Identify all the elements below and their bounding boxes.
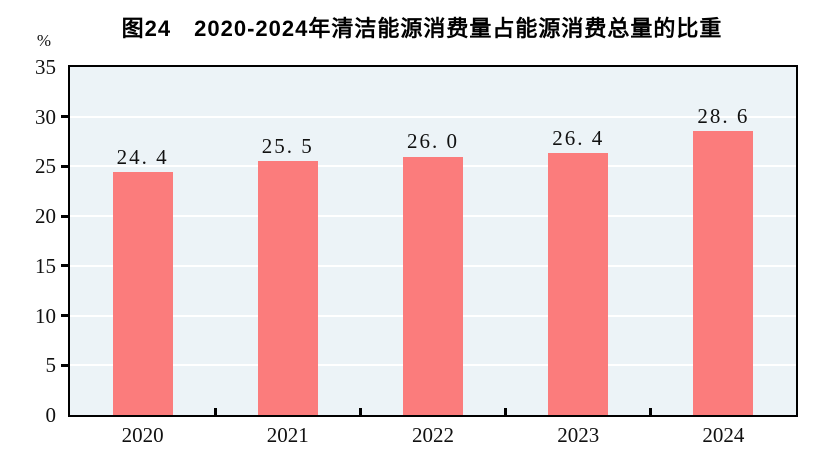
- bar-value-label: 26. 0: [407, 129, 459, 154]
- y-axis-tick-label: 35: [35, 55, 56, 79]
- y-tick: [61, 264, 68, 268]
- y-axis-tick-label: 5: [45, 353, 57, 378]
- y-tick: [61, 164, 68, 168]
- y-axis-tick-label: 30: [35, 104, 56, 129]
- y-axis-tick-label: 10: [35, 303, 56, 328]
- y-axis-tick-label: 0: [45, 403, 57, 427]
- y-gridline: [70, 115, 796, 118]
- y-axis-tick-label: 25: [35, 154, 56, 179]
- x-tick: [649, 408, 653, 415]
- x-axis-tick-label: 2021: [266, 423, 309, 447]
- chart-title: 图24 2020-2024年清洁能源消费量占能源消费总量的比重: [121, 16, 723, 41]
- bar-value-label: 26. 4: [552, 125, 605, 150]
- x-axis-tick-label: 2024: [702, 423, 745, 447]
- bar-value-label: 25. 5: [261, 134, 314, 159]
- y-axis-tick-label: 20: [35, 204, 56, 229]
- plot-area: [68, 65, 798, 417]
- y-tick: [61, 115, 68, 119]
- bar-2024: [693, 130, 754, 415]
- x-tick: [358, 408, 362, 415]
- bar-2020: [112, 172, 173, 415]
- bar-2023: [548, 152, 609, 415]
- x-axis-tick-label: 2022: [412, 423, 454, 447]
- y-tick: [61, 214, 68, 218]
- bar-2021: [257, 161, 318, 415]
- x-tick: [213, 408, 217, 415]
- y-axis-unit-label: %: [36, 31, 52, 50]
- x-axis-tick-label: 2023: [557, 423, 600, 447]
- bar-value-label: 24. 4: [116, 145, 169, 170]
- y-axis-tick-label: 15: [35, 253, 56, 278]
- x-axis-tick-label: 2020: [121, 423, 164, 447]
- bar-2022: [403, 156, 463, 415]
- x-tick: [504, 408, 508, 415]
- y-tick: [61, 314, 68, 318]
- y-tick: [61, 363, 68, 367]
- bar-value-label: 28. 6: [697, 103, 750, 128]
